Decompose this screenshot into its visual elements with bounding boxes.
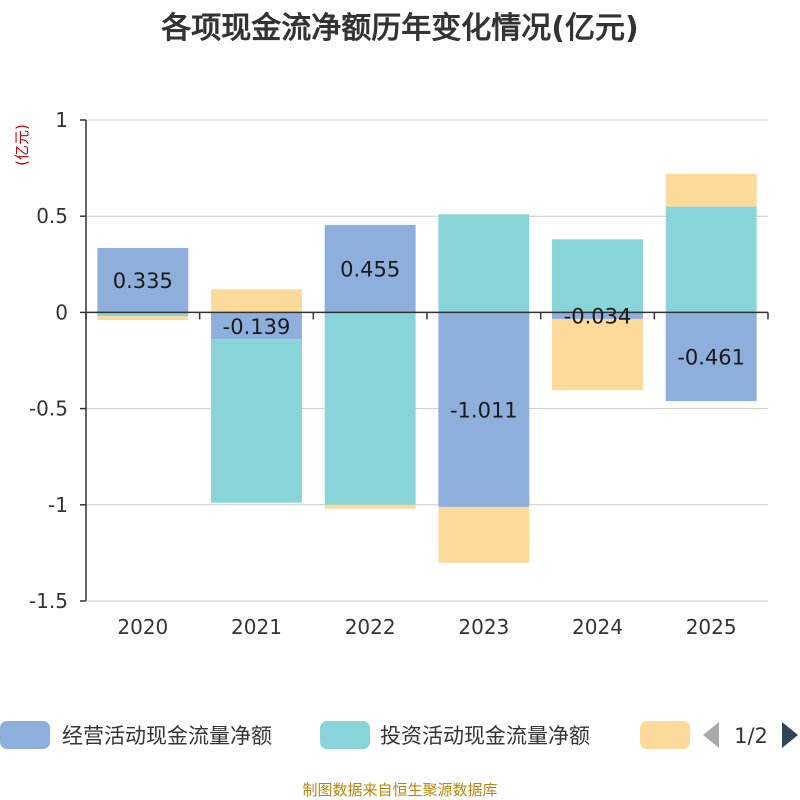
bar-3-2024 bbox=[552, 318, 643, 391]
bar-series bbox=[97, 173, 757, 563]
data-source-footer: 制图数据来自恒生聚源数据库 bbox=[302, 781, 497, 799]
legend-label-2[interactable]: 投资活动现金流量净额 bbox=[380, 724, 590, 748]
bar-1-2022 bbox=[324, 224, 416, 313]
legend: 经营活动现金流量净额 投资活动现金流量净额 1/2 bbox=[0, 721, 798, 749]
data-label: -0.139 bbox=[223, 315, 291, 339]
data-label: -1.011 bbox=[450, 399, 518, 423]
bar-2-2023 bbox=[438, 214, 530, 313]
bar-2-2024 bbox=[552, 239, 643, 313]
data-label: 0.335 bbox=[113, 269, 173, 293]
bar-2-2021 bbox=[211, 339, 302, 503]
bar-1-2024 bbox=[552, 312, 643, 319]
y-tick-label: -0.5 bbox=[29, 397, 68, 421]
x-tick-label: 2024 bbox=[572, 615, 623, 639]
bar-2-2020 bbox=[97, 312, 189, 317]
y-tick-label: 1 bbox=[55, 108, 68, 132]
x-tick-label: 2022 bbox=[345, 615, 396, 639]
y-tick-label: -1 bbox=[48, 493, 68, 517]
data-label: -0.034 bbox=[564, 305, 632, 329]
data-label: 0.455 bbox=[340, 258, 400, 282]
y-tick-label: -1.5 bbox=[29, 589, 68, 613]
chart-title: 各项现金流净额历年变化情况(亿元) bbox=[160, 11, 638, 46]
data-labels: 0.335 -0.139 0.455 -1.011 -0.034 -0.461 bbox=[113, 258, 745, 423]
bar-2-2025 bbox=[665, 206, 757, 313]
bar-2-2022 bbox=[324, 312, 416, 505]
bar-1-2023 bbox=[438, 312, 530, 507]
bar-1-2020 bbox=[97, 247, 189, 313]
y-axis-unit-label: (亿元) bbox=[13, 124, 31, 166]
bar-3-2020 bbox=[97, 316, 189, 321]
x-tick-label: 2021 bbox=[231, 615, 282, 639]
bar-1-2021 bbox=[211, 312, 302, 340]
bar-3-2021 bbox=[211, 289, 302, 313]
y-tick-label: 0 bbox=[55, 300, 68, 324]
legend-next-page-icon[interactable] bbox=[782, 722, 798, 748]
data-label: -0.461 bbox=[677, 346, 745, 370]
x-tick-label: 2023 bbox=[458, 615, 509, 639]
x-tick-label: 2025 bbox=[686, 615, 737, 639]
legend-swatch-2[interactable] bbox=[320, 721, 370, 749]
bar-3-2023 bbox=[438, 506, 530, 563]
legend-swatch-1[interactable] bbox=[0, 721, 50, 749]
legend-page-indicator: 1/2 bbox=[734, 724, 768, 748]
bar-3-2022 bbox=[324, 504, 416, 509]
axes: 1 0.5 0 -0.5 -1 -1.5 2020 2021 2022 2023 2024 2025 bbox=[29, 108, 769, 639]
legend-prev-page-icon[interactable] bbox=[703, 722, 719, 748]
bar-1-2025 bbox=[665, 312, 757, 402]
y-tick-label: 0.5 bbox=[36, 204, 68, 228]
bar-3-2025 bbox=[665, 173, 757, 207]
legend-swatch-3[interactable] bbox=[640, 721, 690, 749]
legend-label-1[interactable]: 经营活动现金流量净额 bbox=[62, 724, 272, 748]
x-tick-label: 2020 bbox=[117, 615, 168, 639]
